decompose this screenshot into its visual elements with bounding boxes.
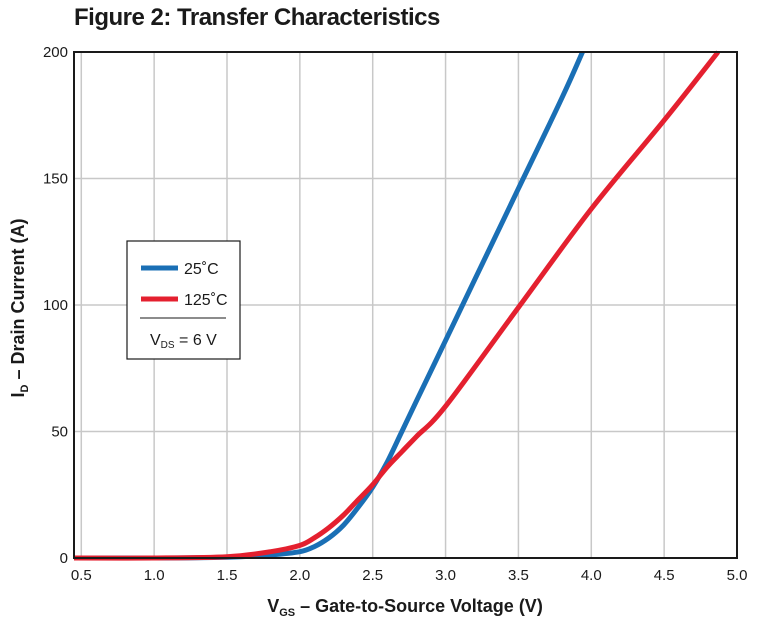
y-tick-label: 100 bbox=[43, 297, 68, 314]
series-line-125c bbox=[73, 50, 721, 561]
x-axis-label: VGS – Gate-to-Source Voltage (V) bbox=[267, 596, 543, 619]
x-tick-label: 1.0 bbox=[144, 567, 165, 584]
series-lines bbox=[73, 50, 721, 561]
x-tick-label: 4.5 bbox=[654, 567, 675, 584]
legend-condition: VDS = 6 V bbox=[150, 332, 217, 351]
y-tick-label: 200 bbox=[43, 44, 68, 61]
x-tick-label: 3.5 bbox=[508, 567, 529, 584]
x-tick-label: 1.5 bbox=[217, 567, 238, 584]
x-tick-label: 2.5 bbox=[362, 567, 383, 584]
plot-frame bbox=[73, 51, 738, 559]
x-tick-label: 4.0 bbox=[581, 567, 602, 584]
y-tick-label: 50 bbox=[51, 424, 68, 441]
x-tick-label: 3.0 bbox=[435, 567, 456, 584]
x-tick-label: 5.0 bbox=[727, 567, 748, 584]
chart-title: Figure 2: Transfer Characteristics bbox=[74, 4, 440, 31]
legend: 25˚C 125˚C VDS = 6 V bbox=[126, 240, 241, 360]
y-tick-label: 0 bbox=[60, 550, 68, 567]
legend-label-125c: 125˚C bbox=[184, 292, 228, 309]
legend-label-25c: 25˚C bbox=[184, 261, 219, 278]
x-tick-label: 0.5 bbox=[71, 567, 92, 584]
x-tick-label: 2.0 bbox=[289, 567, 310, 584]
y-tick-label: 150 bbox=[43, 171, 68, 188]
tick-labels: 0.5 1.0 1.5 2.0 2.5 3.0 3.5 4.0 4.5 5.0 0 50 100 150 2… bbox=[43, 44, 747, 584]
y-axis-label: ID – Drain Current (A) bbox=[8, 219, 31, 398]
